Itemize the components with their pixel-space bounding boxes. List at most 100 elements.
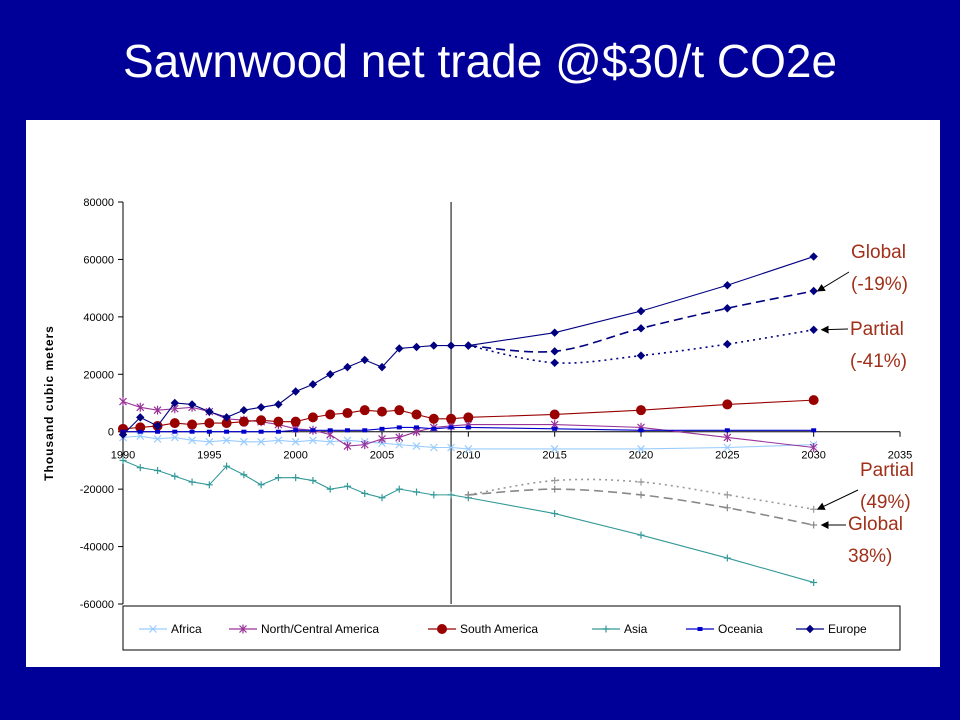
series-point — [428, 413, 439, 424]
y-tick-label: 20000 — [83, 369, 114, 381]
series-point — [239, 405, 249, 415]
series-point — [169, 418, 180, 429]
series-point — [275, 429, 281, 434]
series-point — [153, 421, 162, 431]
series-point — [377, 406, 387, 417]
series-point — [552, 426, 558, 431]
legend: Africa North/Central America South America… — [122, 605, 901, 651]
series-point — [239, 437, 248, 446]
series-point — [238, 416, 249, 427]
y-tick-label: -20000 — [80, 484, 114, 496]
annotation-text: (-41%) — [850, 351, 907, 372]
series-point — [206, 429, 212, 434]
scenario-series-point — [464, 491, 472, 499]
series-point — [291, 437, 300, 446]
scenario-series-point — [551, 477, 559, 485]
series-line — [122, 459, 814, 583]
legend-item: Oceania — [686, 622, 763, 636]
series-point — [170, 398, 180, 408]
series-point — [170, 433, 179, 442]
series-point — [465, 425, 471, 430]
series-point — [722, 399, 733, 410]
legend-label: Asia — [624, 622, 648, 636]
x-tick-label: 2000 — [283, 450, 307, 462]
scenario-series-point — [637, 478, 645, 486]
legend-item: South America — [428, 622, 538, 636]
series-point — [257, 437, 266, 446]
series-point — [222, 436, 231, 445]
legend-swatch-marker — [697, 627, 703, 631]
series-0 — [119, 432, 818, 453]
series-point — [636, 405, 646, 416]
scenario-series-point — [636, 351, 646, 360]
series-point — [809, 252, 818, 261]
series-point — [431, 426, 437, 431]
series-point — [550, 445, 559, 453]
scenario-series-point — [809, 286, 818, 296]
series-point — [118, 430, 128, 439]
annotation-arrow — [820, 325, 849, 334]
legend-swatch-marker — [602, 625, 610, 633]
y-axis-label: Thousand cubic meters — [42, 325, 56, 481]
scenario-series-point — [723, 504, 731, 512]
series-point — [343, 441, 352, 451]
x-tick-label: 2025 — [715, 450, 739, 462]
scenario-series-point — [723, 304, 732, 313]
series-point — [187, 419, 198, 430]
series-point — [723, 443, 732, 452]
series-point — [343, 482, 351, 490]
series-point — [396, 425, 402, 430]
series-point — [326, 437, 335, 446]
y-tick-label: 80000 — [83, 197, 114, 209]
series-point — [274, 474, 282, 482]
series-point — [172, 429, 178, 434]
legend-item: Europe — [796, 622, 867, 636]
annotation-2: Partial (49%) — [816, 460, 914, 513]
annotation-0: Global (-19%) — [816, 242, 908, 295]
series-point — [224, 429, 230, 434]
legend-item: Asia — [592, 622, 648, 636]
scenario-series-line — [468, 290, 814, 353]
series-point — [412, 342, 421, 352]
series-point — [446, 341, 456, 350]
series-point — [550, 328, 559, 337]
series-point — [360, 355, 369, 365]
series-point — [464, 445, 473, 453]
series-point — [187, 400, 197, 409]
series-line — [122, 435, 814, 450]
series-point — [205, 437, 214, 446]
series-point — [463, 412, 474, 423]
series-point — [290, 416, 301, 427]
series-point — [429, 443, 438, 452]
series-point — [119, 456, 127, 464]
chart-panel: 80000 60000 40000 20000 0 -20000 -40000 -60000 1… — [26, 120, 940, 667]
series-point — [636, 306, 646, 316]
annotation-text: Partial — [860, 460, 914, 481]
y-tick-label: 0 — [108, 427, 114, 439]
scenario-series-point — [637, 491, 645, 499]
series-point — [189, 429, 195, 434]
x-tick-label: 1995 — [197, 450, 221, 462]
series-point — [310, 428, 316, 433]
series-5 — [118, 252, 818, 439]
scenario-series-point — [636, 324, 646, 333]
series-point — [308, 380, 318, 389]
series-point — [446, 413, 457, 424]
annotation-text: Global — [851, 242, 906, 263]
series-point — [274, 400, 283, 409]
series-point — [223, 462, 231, 470]
legend-swatch-marker — [805, 624, 815, 634]
x-tick-label: 2010 — [456, 450, 480, 462]
series-point — [808, 395, 819, 406]
series-point — [273, 416, 284, 427]
series-point — [274, 436, 283, 445]
series-point — [325, 409, 336, 420]
series-point — [188, 436, 196, 445]
series-point — [136, 413, 145, 422]
series-point — [395, 344, 404, 353]
x-tick-label: 2015 — [542, 450, 566, 462]
series-point — [723, 432, 732, 442]
series-point — [378, 494, 386, 502]
series-point — [256, 403, 266, 412]
annotation-text: (-19%) — [851, 274, 908, 295]
